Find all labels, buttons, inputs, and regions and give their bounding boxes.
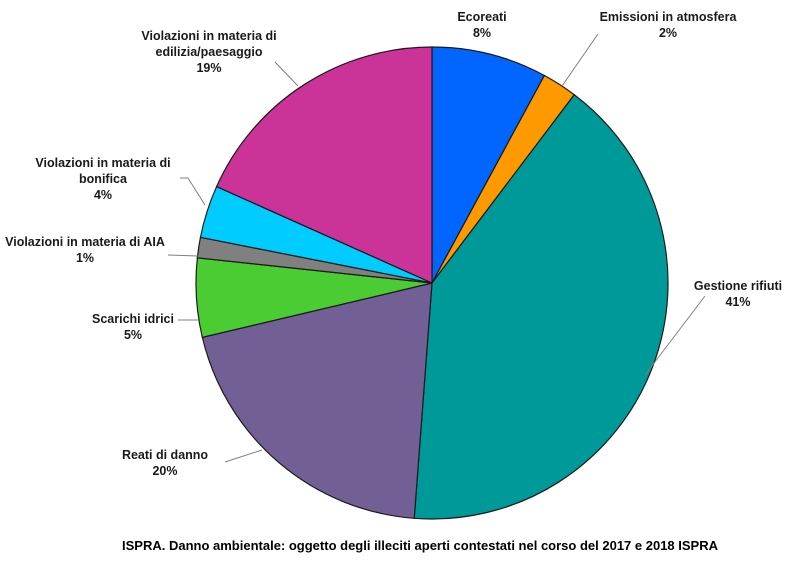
leader-line	[644, 295, 706, 376]
slice-percent-label: 2%	[659, 26, 677, 40]
slice-percent-label: 19%	[196, 61, 221, 75]
slice-percent-label: 4%	[94, 188, 112, 202]
leader-line	[180, 177, 206, 206]
slice-category-label: Scarichi idrici	[92, 312, 174, 326]
chart-caption: ISPRA. Danno ambientale: oggetto degli i…	[122, 538, 719, 553]
slice-category-label: Violazioni in materia di AIA	[5, 235, 165, 249]
leader-lines	[167, 33, 706, 463]
slice-category-label: Emissioni in atmosfera	[600, 10, 738, 24]
slice-percent-label: 41%	[725, 295, 750, 309]
pie-slices	[195, 46, 669, 520]
slice-category-label: Violazioni in materia di	[141, 29, 276, 43]
slice-category-label: bonifica	[79, 172, 128, 186]
pie-slice	[431, 46, 546, 284]
slice-percent-label: 5%	[124, 328, 142, 342]
leader-line	[274, 61, 299, 87]
pie-slice	[201, 282, 433, 519]
leader-line	[561, 33, 599, 87]
slice-labels: Ecoreati 8% Emissioni in atmosfera 2% Gestio…	[5, 10, 782, 478]
slice-category-label: Reati di danno	[122, 448, 208, 462]
leader-line	[167, 254, 199, 257]
slice-percent-label: 1%	[76, 251, 94, 265]
slice-category-label: Ecoreati	[457, 10, 506, 24]
slice-category-label: Gestione rifiuti	[694, 279, 782, 293]
slice-percent-label: 20%	[152, 464, 177, 478]
slice-category-label: edilizia/paesaggio	[156, 45, 263, 59]
leader-line	[224, 449, 263, 463]
slice-percent-label: 8%	[473, 26, 491, 40]
pie-slice	[215, 46, 433, 284]
pie-slice	[413, 93, 669, 520]
slice-category-label: Violazioni in materia di	[35, 156, 170, 170]
